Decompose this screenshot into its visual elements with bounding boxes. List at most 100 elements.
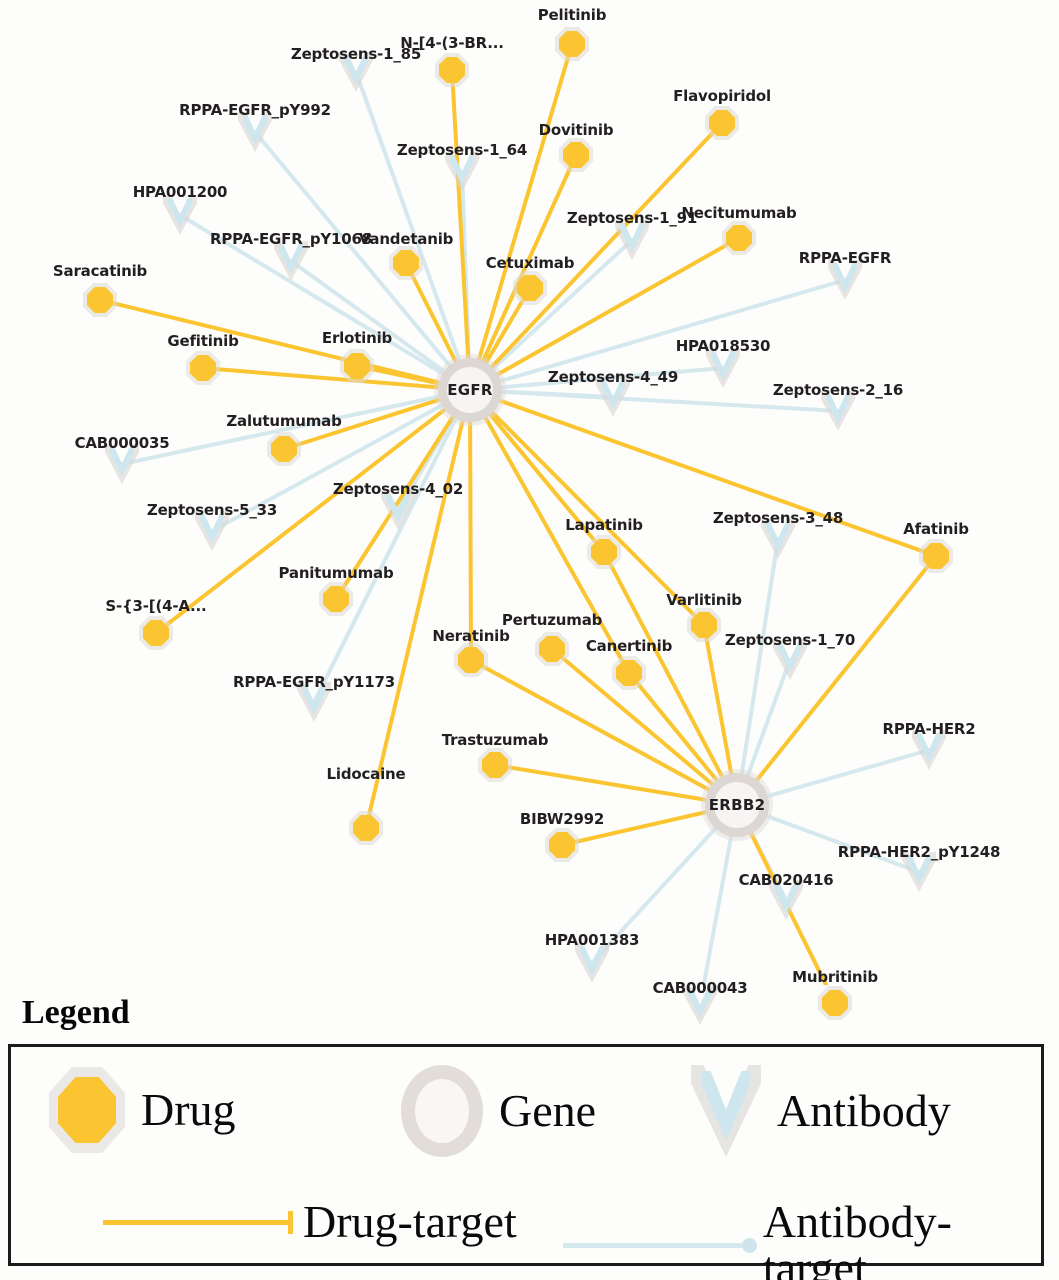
drug-octagon-icon[interactable]: [722, 221, 756, 255]
drug-node-label: S-{3-[(4-A...: [105, 597, 207, 615]
drug-node-label: Cetuximab: [485, 254, 575, 272]
edge: [334, 388, 472, 601]
gene-ring-icon[interactable]: ERBB2: [705, 773, 769, 837]
drug-octagon-icon[interactable]: [478, 748, 512, 782]
drug-octagon-icon: [49, 1067, 125, 1153]
drug-node-label: Dovitinib: [538, 121, 614, 139]
drug-octagon-icon[interactable]: [612, 656, 646, 690]
drug-octagon-icon[interactable]: [587, 535, 621, 569]
antibody-chevron-icon[interactable]: [828, 260, 862, 300]
drug-octagon-icon[interactable]: [559, 138, 593, 172]
antibody-chevron-icon[interactable]: [297, 682, 331, 722]
legend-node-row: Drug Gene Antibody: [11, 1055, 1041, 1175]
drug-node-label: Trastuzumab: [441, 731, 549, 749]
drug-octagon-icon[interactable]: [340, 349, 374, 383]
edge: [469, 658, 739, 807]
antibody-chevron-icon[interactable]: [195, 511, 229, 551]
antibody-chevron-icon[interactable]: [821, 391, 855, 431]
drug-node-label: BIBW2992: [519, 810, 605, 828]
edge: [253, 130, 472, 392]
antibody-chevron-icon[interactable]: [163, 195, 197, 235]
legend-edge-row: Drug-target Antibody-target: [11, 1195, 1041, 1280]
antibody-chevron-icon[interactable]: [575, 943, 609, 983]
drug-node-label: Pelitinib: [537, 6, 607, 24]
edge: [735, 748, 931, 807]
network-canvas[interactable]: EGFR ERBB2 Zeptosens-1_85 RPPA-EGFR_pY992 H…: [0, 0, 1059, 1025]
edge: [312, 388, 472, 704]
drug-node-label: Vandetanib: [358, 230, 454, 248]
drug-octagon-icon[interactable]: [454, 643, 488, 677]
edge: [210, 388, 472, 533]
legend-item-drug-target: Drug-target: [103, 1199, 517, 1245]
antibody-chevron-icon[interactable]: [238, 112, 272, 152]
drug-octagon-icon[interactable]: [319, 582, 353, 616]
drug-octagon-icon[interactable]: [267, 432, 301, 466]
edge-layer: [98, 42, 938, 985]
drug-octagon-icon[interactable]: [139, 616, 173, 650]
drug-octagon-icon[interactable]: [919, 539, 953, 573]
edge: [735, 803, 921, 874]
drug-node-label: Zalutumumab: [226, 412, 342, 430]
drug-octagon-icon[interactable]: [83, 283, 117, 317]
antibody-node-label: Zeptosens-1_91: [566, 209, 698, 227]
antibody-node-label: RPPA-HER2_pY1248: [837, 843, 1001, 861]
antibody-chevron-icon[interactable]: [105, 444, 139, 484]
edge: [289, 259, 472, 392]
drug-octagon-icon[interactable]: [435, 53, 469, 87]
antibody-chevron-icon[interactable]: [761, 519, 795, 559]
edge: [602, 550, 739, 807]
drug-octagon-icon[interactable]: [818, 986, 852, 1020]
antibody-chevron-icon[interactable]: [912, 730, 946, 770]
legend-item-antibody: Antibody: [691, 1065, 951, 1157]
edge: [468, 42, 574, 392]
edge: [154, 388, 472, 635]
edge: [450, 68, 472, 392]
edge: [468, 121, 724, 392]
drug-octagon-icon[interactable]: [687, 608, 721, 642]
drug-node-label: Pertuzumab: [501, 611, 603, 629]
antibody-node-label: RPPA-HER2: [882, 720, 976, 738]
drug-octagon-icon[interactable]: [349, 811, 383, 845]
antibody-chevron-icon[interactable]: [902, 852, 936, 892]
drug-target-edge-icon: [103, 1210, 293, 1234]
drug-node-label: Neratinib: [432, 627, 510, 645]
legend-item-antibody-target: Antibody-target: [563, 1199, 1041, 1280]
drug-node-label: Panitumumab: [278, 564, 394, 582]
antibody-chevron-icon[interactable]: [769, 880, 803, 920]
drug-node-label: Saracatinib: [52, 262, 148, 280]
drug-octagon-icon[interactable]: [513, 271, 547, 305]
antibody-node-label: Zeptosens-1_70: [724, 631, 856, 649]
edge: [468, 388, 840, 413]
drug-octagon-icon[interactable]: [705, 106, 739, 140]
edge: [550, 647, 739, 807]
drug-node-label: Afatinib: [903, 520, 969, 538]
legend-item-gene: Gene: [401, 1065, 596, 1157]
drug-octagon-icon[interactable]: [555, 27, 589, 61]
antibody-node-label: Zeptosens-1_64: [396, 141, 528, 159]
antibody-chevron-icon[interactable]: [445, 152, 479, 192]
legend-label-gene: Gene: [499, 1085, 597, 1136]
antibody-chevron-icon[interactable]: [706, 348, 740, 388]
drug-node-label: Canertinib: [585, 637, 673, 655]
antibody-chevron-icon[interactable]: [274, 241, 308, 281]
gene-ring-icon[interactable]: EGFR: [438, 358, 502, 422]
gene-node-label: EGFR: [447, 381, 493, 399]
edge: [354, 70, 472, 392]
drug-octagon-icon[interactable]: [186, 351, 220, 385]
edge: [468, 388, 606, 554]
drug-octagon-icon[interactable]: [545, 828, 579, 862]
legend-box: Drug Gene Antibody Drug-target Antibody-: [8, 1044, 1044, 1280]
drug-node-label: Erlotinib: [321, 329, 393, 347]
antibody-chevron-icon[interactable]: [773, 640, 807, 680]
antibody-node-label: HPA001200: [132, 183, 228, 201]
drug-octagon-icon[interactable]: [389, 246, 423, 280]
antibody-chevron-icon[interactable]: [381, 490, 415, 530]
drug-octagon-icon[interactable]: [535, 632, 569, 666]
antibody-chevron-icon[interactable]: [596, 377, 630, 417]
antibody-chevron-icon[interactable]: [339, 52, 373, 92]
antibody-chevron-icon[interactable]: [683, 985, 717, 1025]
drug-node-label: N-[4-(3-BR...: [400, 34, 504, 52]
antibody-node-label: HPA001383: [544, 931, 640, 949]
antibody-chevron-icon[interactable]: [615, 220, 649, 260]
edge: [493, 763, 739, 807]
